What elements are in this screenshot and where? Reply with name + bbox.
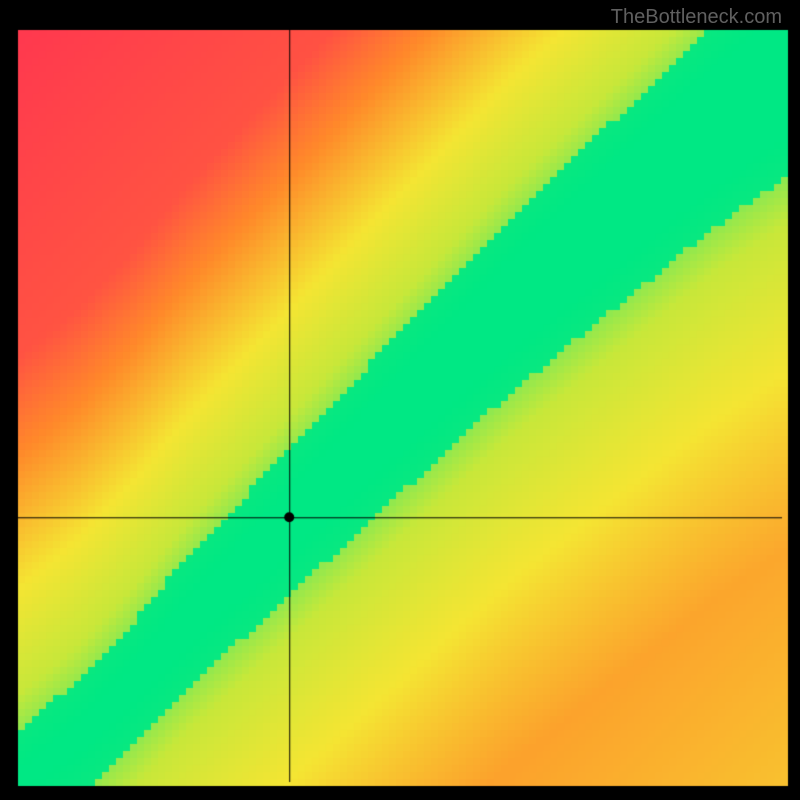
watermark-text: TheBottleneck.com bbox=[611, 6, 782, 29]
bottleneck-heatmap bbox=[0, 0, 800, 800]
chart-container: TheBottleneck.com bbox=[0, 0, 800, 800]
